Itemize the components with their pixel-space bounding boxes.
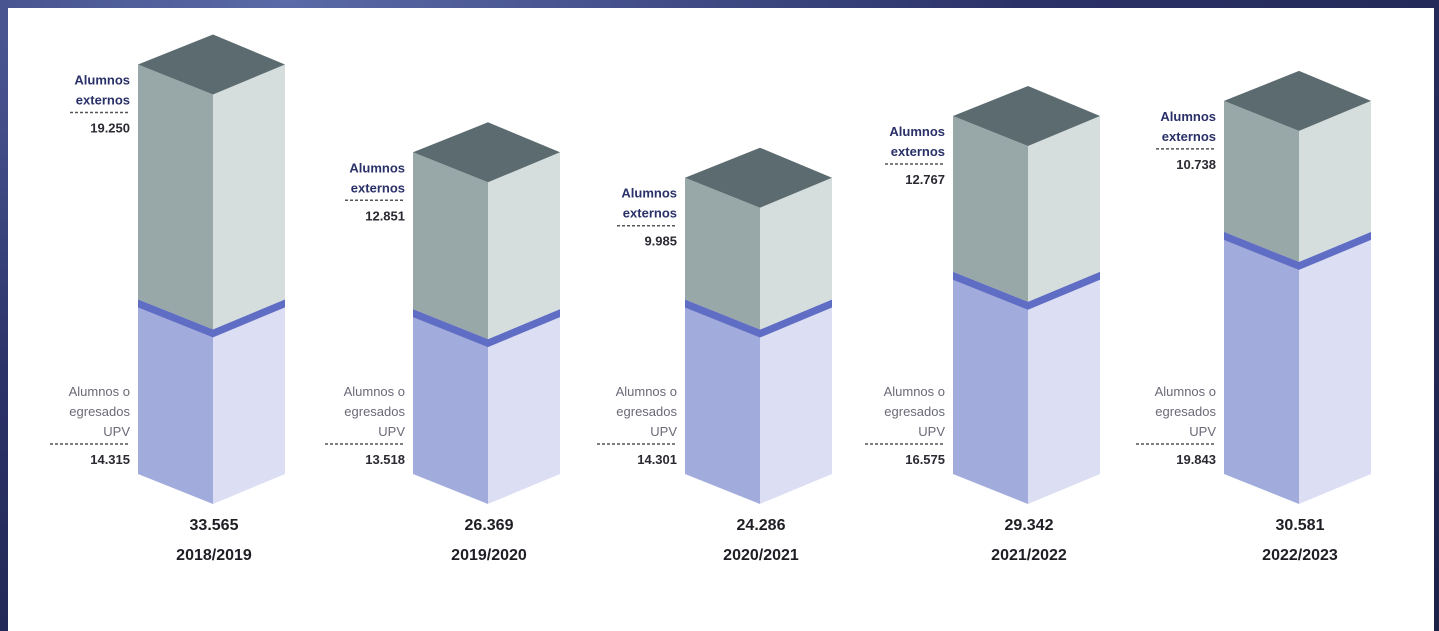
- bar-segment-ext: [953, 116, 1028, 302]
- bar-divider: [1224, 231, 1299, 270]
- bar-group: Alumnos externos 10.738 Alumnos o egresados U…: [1136, 70, 1371, 564]
- series-label-externos: externos: [351, 180, 405, 195]
- series-label-upv: UPV: [650, 424, 677, 439]
- bar-segment-upv: [685, 299, 760, 504]
- series-label-upv: Alumnos o: [884, 384, 945, 399]
- bar-segment-upv: [953, 271, 1028, 504]
- bar-segment-ext-side: [760, 177, 832, 330]
- series-label-externos: externos: [623, 206, 677, 221]
- bar-divider-side: [488, 309, 560, 348]
- bar-top-face: [685, 147, 832, 208]
- bar-top-face: [138, 34, 285, 95]
- series-label-upv: UPV: [103, 424, 130, 439]
- bar-divider: [413, 309, 488, 348]
- bar-segment-ext-side: [213, 64, 285, 330]
- bar-divider: [138, 299, 213, 338]
- series-label-externos: externos: [891, 144, 945, 159]
- bar-segment-ext-side: [1299, 100, 1371, 262]
- series-label-upv: UPV: [918, 424, 945, 439]
- bar-segment-upv-side: [1299, 231, 1371, 504]
- bar-segment-upv: [138, 299, 213, 504]
- series-label-upv: egresados: [344, 404, 405, 419]
- bar-segment-upv-side: [760, 299, 832, 504]
- value-label-upv: 13.518: [365, 452, 405, 467]
- bar-segment-upv: [1224, 231, 1299, 504]
- category-label: 2018/2019: [176, 547, 252, 564]
- bar-segment-upv-side: [488, 309, 560, 504]
- series-label-upv: egresados: [616, 404, 677, 419]
- series-label-externos: Alumnos: [621, 186, 677, 201]
- bar-segment-ext-side: [488, 152, 560, 340]
- series-label-upv: egresados: [69, 404, 130, 419]
- bar-divider-side: [1028, 271, 1100, 310]
- bar-segment-ext: [413, 152, 488, 340]
- value-label-upv: 19.843: [1176, 452, 1216, 467]
- value-label-upv: 16.575: [905, 452, 945, 467]
- series-label-upv: UPV: [378, 424, 405, 439]
- total-label: 24.286: [737, 517, 786, 534]
- value-label-upv: 14.315: [90, 452, 130, 467]
- bar-top-face: [413, 122, 560, 183]
- bar-top-face: [953, 86, 1100, 147]
- bar-segment-ext: [685, 177, 760, 330]
- bar-segment-upv-side: [213, 299, 285, 504]
- series-label-upv: UPV: [1189, 424, 1216, 439]
- bar-group: Alumnos externos 12.767 Alumnos o egresados U…: [865, 86, 1100, 564]
- bar-divider-side: [1299, 231, 1371, 270]
- total-label: 26.369: [465, 517, 514, 534]
- total-label: 29.342: [1005, 517, 1054, 534]
- bar-divider: [685, 299, 760, 338]
- category-label: 2022/2023: [1262, 547, 1338, 564]
- bar-group: Alumnos externos 9.985 Alumnos o egresados UP…: [597, 147, 832, 564]
- series-label-upv: egresados: [1155, 404, 1216, 419]
- value-label-upv: 14.301: [637, 452, 677, 467]
- total-label: 33.565: [190, 517, 239, 534]
- chart-panel: Alumnos externos 19.250 Alumnos o egresados U…: [8, 8, 1434, 631]
- bar-segment-upv: [413, 309, 488, 504]
- value-label-externos: 12.767: [905, 172, 945, 187]
- series-label-externos: externos: [76, 93, 130, 108]
- bar-divider-side: [213, 299, 285, 338]
- bar-segment-upv-side: [1028, 271, 1100, 504]
- bar-group: Alumnos externos 19.250 Alumnos o egresados U…: [50, 34, 285, 564]
- series-label-externos: Alumnos: [889, 124, 945, 139]
- bar-group: Alumnos externos 12.851 Alumnos o egresados U…: [325, 122, 560, 564]
- bar-top-face: [1224, 70, 1371, 131]
- series-label-upv: egresados: [884, 404, 945, 419]
- bar-segment-ext: [138, 64, 213, 330]
- value-label-externos: 19.250: [90, 121, 130, 136]
- total-label: 30.581: [1276, 517, 1325, 534]
- bar-divider: [953, 271, 1028, 310]
- series-label-externos: externos: [1162, 129, 1216, 144]
- bar-segment-ext-side: [1028, 116, 1100, 302]
- value-label-externos: 9.985: [644, 234, 677, 249]
- value-label-externos: 12.851: [365, 208, 405, 223]
- category-label: 2019/2020: [451, 547, 527, 564]
- series-label-upv: Alumnos o: [616, 384, 677, 399]
- series-label-upv: Alumnos o: [69, 384, 130, 399]
- stacked-3d-bar-chart: Alumnos externos 19.250 Alumnos o egresados U…: [50, 34, 1371, 564]
- bar-segment-ext: [1224, 100, 1299, 262]
- bar-divider-side: [760, 299, 832, 338]
- category-label: 2020/2021: [723, 547, 799, 564]
- series-label-upv: Alumnos o: [344, 384, 405, 399]
- series-label-externos: Alumnos: [74, 73, 130, 88]
- series-label-externos: Alumnos: [1160, 109, 1216, 124]
- series-label-upv: Alumnos o: [1155, 384, 1216, 399]
- value-label-externos: 10.738: [1176, 157, 1216, 172]
- category-label: 2021/2022: [991, 547, 1067, 564]
- series-label-externos: Alumnos: [349, 160, 405, 175]
